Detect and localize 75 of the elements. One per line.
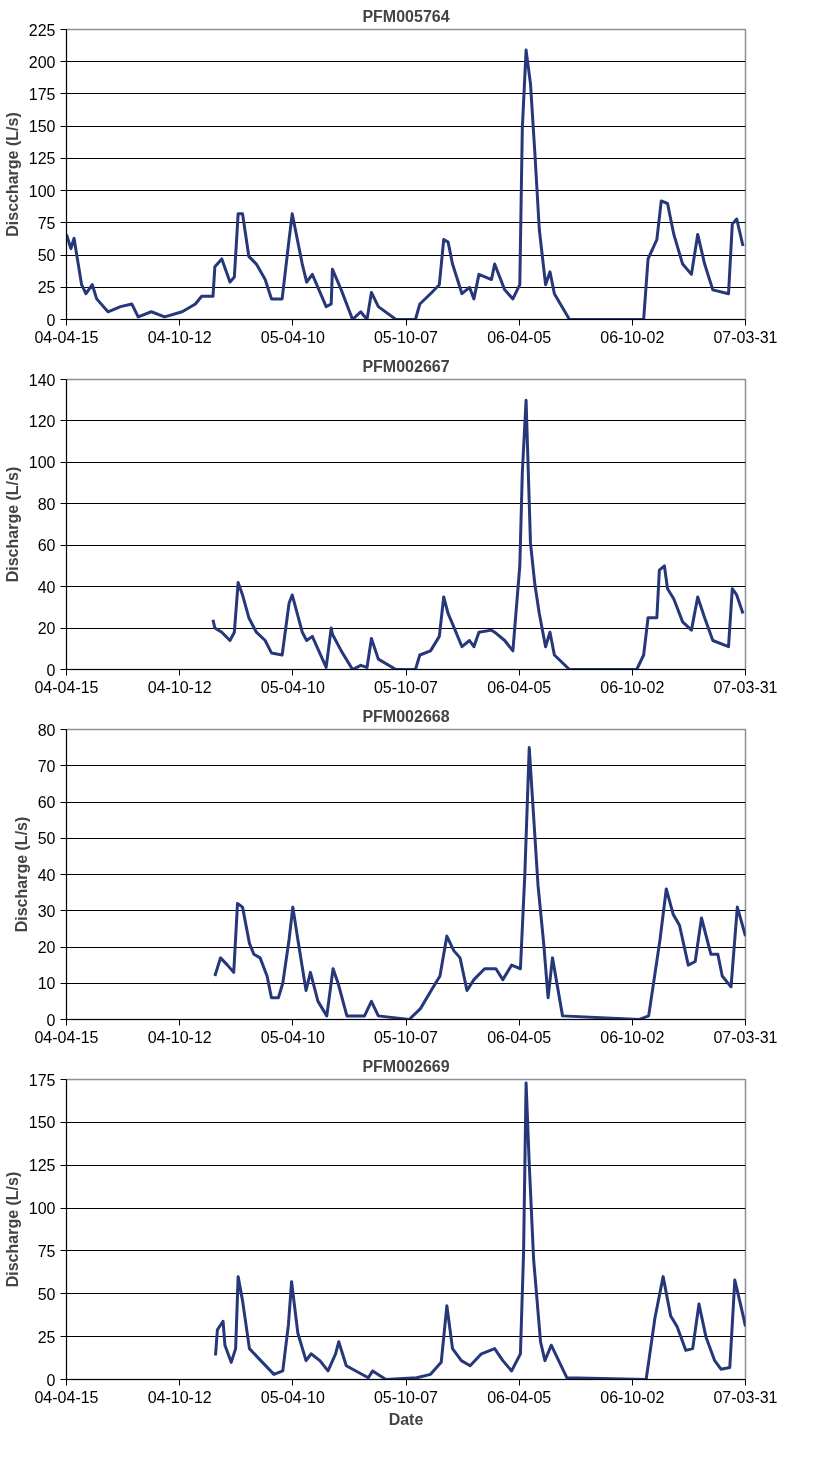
x-tick-label: 05-04-10 (260, 678, 325, 696)
line-series (211, 398, 745, 670)
y-tick-label: 10 (37, 975, 56, 993)
x-tick-label: 04-10-12 (147, 1028, 212, 1046)
y-tick-label: 125 (28, 150, 56, 168)
y-tick-label: 70 (37, 757, 56, 775)
y-tick-label: 80 (37, 721, 56, 739)
x-tick-label: 05-10-07 (373, 678, 439, 696)
y-tick-label: 40 (37, 866, 56, 884)
y-tick-label: 0 (46, 661, 56, 679)
chart-title: PFM002669 (362, 1057, 450, 1075)
x-tick-label: 05-10-07 (373, 1028, 439, 1046)
y-tick-label: 25 (37, 279, 56, 297)
y-tick-label: 0 (46, 1011, 56, 1029)
y-tick-label: 50 (37, 247, 56, 265)
y-tick-label: 20 (37, 620, 56, 638)
y-tick-label: 175 (28, 1071, 56, 1089)
y-axis-title: Disccharge (L/s) (3, 112, 21, 237)
x-tick-label: 04-04-15 (34, 328, 99, 346)
y-tick-label: 120 (28, 412, 56, 430)
y-tick-label: 75 (37, 214, 56, 232)
y-tick-label: 30 (37, 902, 56, 920)
y-tick-label: 125 (28, 1157, 56, 1175)
x-tick-label: 04-10-12 (147, 328, 212, 346)
x-tick-label: 04-04-15 (34, 1388, 99, 1406)
y-tick-label: 75 (37, 1242, 56, 1260)
x-tick-label: 06-04-05 (487, 328, 552, 346)
y-tick-label: 0 (46, 311, 56, 329)
x-tick-label: 07-03-31 (713, 328, 778, 346)
y-tick-label: 225 (28, 21, 56, 39)
x-tick-label: 06-10-02 (600, 1388, 665, 1406)
x-tick-label: 05-04-10 (260, 1028, 325, 1046)
y-axis-title: Discharge (L/s) (3, 466, 21, 583)
x-axis-title: Date (388, 1410, 424, 1428)
x-tick-label: 05-04-10 (260, 1388, 325, 1406)
line-series (214, 1081, 746, 1380)
y-tick-label: 200 (28, 53, 56, 71)
y-tick-label: 60 (37, 537, 56, 555)
y-tick-label: 50 (37, 830, 56, 848)
x-tick-label: 07-03-31 (713, 1028, 778, 1046)
y-tick-label: 100 (28, 454, 56, 472)
x-tick-label: 05-10-07 (373, 328, 439, 346)
y-tick-label: 100 (28, 1200, 56, 1218)
y-tick-label: 150 (28, 118, 56, 136)
y-tick-label: 140 (28, 371, 56, 389)
y-tick-label: 40 (37, 578, 56, 596)
y-tick-label: 175 (28, 85, 56, 103)
y-axis-title: Discharge (L/s) (12, 816, 30, 933)
x-tick-label: 06-04-05 (487, 1028, 552, 1046)
x-tick-label: 06-10-02 (600, 1028, 665, 1046)
x-tick-label: 04-04-15 (34, 678, 99, 696)
x-tick-label: 06-10-02 (600, 328, 665, 346)
chart-title: PFM005764 (362, 7, 450, 25)
x-tick-label: 06-04-05 (487, 678, 552, 696)
x-tick-label: 04-10-12 (147, 678, 212, 696)
x-tick-label: 07-03-31 (713, 1388, 778, 1406)
y-tick-label: 80 (37, 495, 56, 513)
y-tick-label: 20 (37, 939, 56, 956)
y-axis-title: Discharge (L/s) (3, 1171, 21, 1288)
x-tick-label: 05-10-07 (373, 1388, 439, 1406)
x-tick-label: 04-04-15 (34, 1028, 99, 1046)
x-tick-label: 06-10-02 (600, 678, 665, 696)
y-tick-label: 60 (37, 794, 56, 811)
y-tick-label: 150 (28, 1114, 56, 1132)
x-tick-label: 05-04-10 (260, 328, 325, 346)
chart-title: PFM002668 (362, 707, 450, 725)
line-series (213, 746, 746, 1020)
y-tick-label: 25 (37, 1328, 56, 1346)
x-tick-label: 06-04-05 (487, 1388, 552, 1406)
y-tick-label: 100 (28, 182, 56, 200)
chart-title: PFM002667 (362, 357, 450, 375)
x-tick-label: 04-10-12 (147, 1388, 212, 1406)
x-tick-label: 07-03-31 (713, 678, 778, 696)
y-tick-label: 50 (37, 1285, 56, 1303)
y-tick-label: 0 (46, 1371, 56, 1389)
